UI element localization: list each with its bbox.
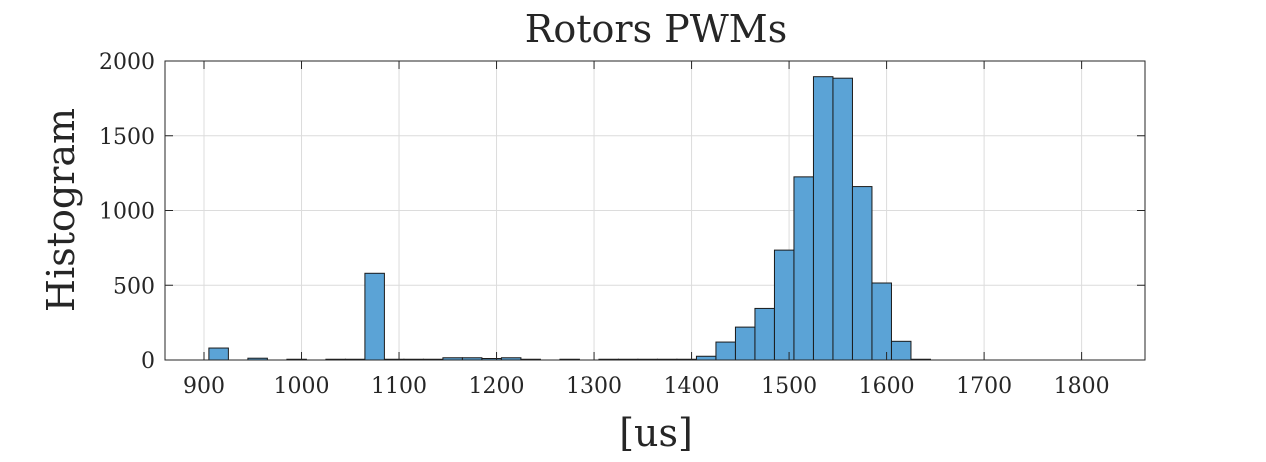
y-tick-label: 1500 bbox=[99, 125, 155, 150]
x-tick-label: 900 bbox=[183, 374, 225, 399]
histogram-bar bbox=[754, 307, 775, 361]
histogram-bar bbox=[715, 341, 736, 361]
histogram-bar bbox=[695, 355, 717, 361]
histogram-bar bbox=[364, 272, 385, 361]
y-tick-label: 2000 bbox=[99, 50, 155, 75]
histogram-bar bbox=[773, 249, 795, 361]
plot-axes bbox=[164, 60, 1146, 361]
x-tick-label: 1200 bbox=[469, 374, 525, 399]
x-tick-label: 1800 bbox=[1054, 374, 1110, 399]
y-tick-label: 0 bbox=[141, 349, 155, 374]
x-tick-label: 1400 bbox=[664, 374, 720, 399]
x-tick-label: 1000 bbox=[274, 374, 330, 399]
y-tick-label: 1000 bbox=[99, 200, 155, 225]
tick-labels: 900 1000 1100 1200 1300 1400 1500 1600 1700 1800 0… bbox=[99, 50, 1110, 399]
x-tick-label: 1600 bbox=[859, 374, 915, 399]
chart-title: Rotors PWMs bbox=[525, 7, 787, 51]
x-tick-label: 1100 bbox=[371, 374, 427, 399]
x-tick-label: 1700 bbox=[956, 374, 1012, 399]
x-tick-label: 1300 bbox=[566, 374, 622, 399]
x-tick-label: 1500 bbox=[761, 374, 817, 399]
histogram-bar bbox=[832, 77, 853, 361]
histogram-bar bbox=[812, 76, 834, 361]
y-tick-label: 500 bbox=[113, 274, 155, 299]
histogram-bar bbox=[734, 326, 756, 361]
histogram-bar bbox=[851, 186, 873, 361]
grid-lines bbox=[165, 60, 1145, 361]
histogram-bar bbox=[208, 347, 229, 361]
histogram-bar bbox=[793, 176, 814, 361]
y-axis-title: Histogram bbox=[39, 108, 83, 312]
histogram-bar bbox=[890, 340, 912, 361]
x-axis-title: [us] bbox=[619, 411, 693, 455]
histogram-bar bbox=[871, 282, 892, 361]
